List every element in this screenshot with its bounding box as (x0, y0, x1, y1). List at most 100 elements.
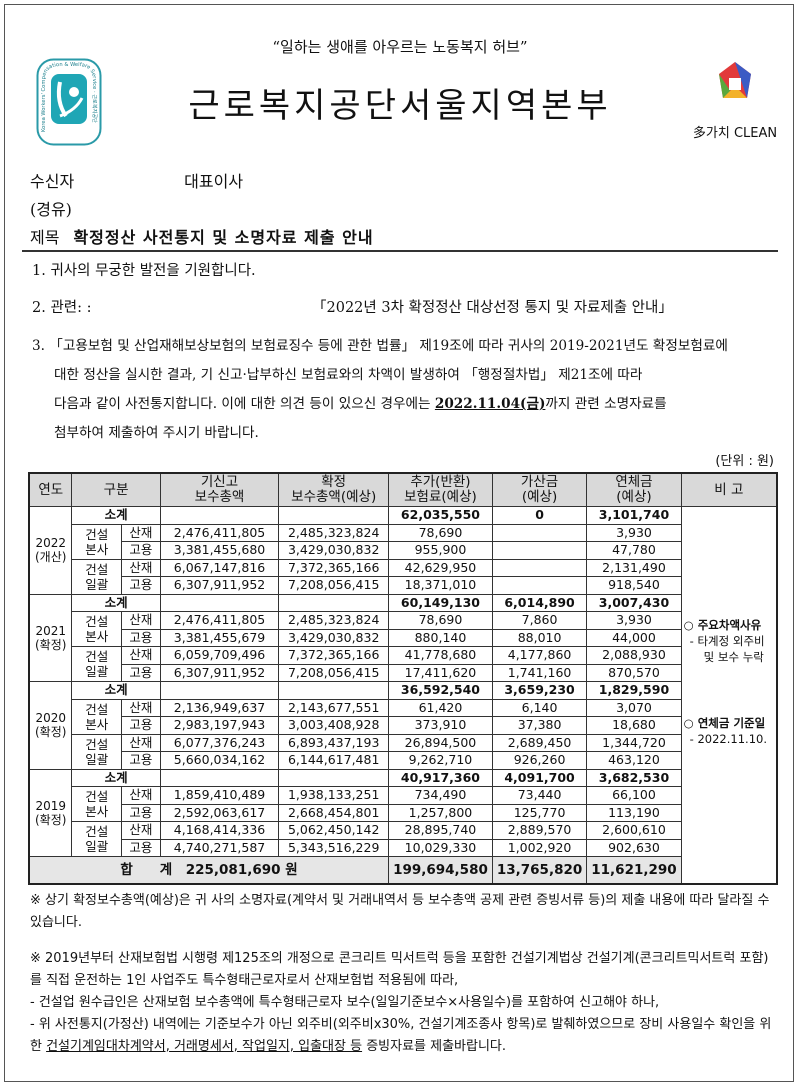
surcharge-cell: 7,860 (491, 611, 588, 630)
reported-cell: 2,592,063,617 (159, 803, 280, 822)
subtotal-row: 2022 (개산) 소계 62,035,550 0 3,101,740 ○ 주요차액사유 - … (28, 506, 778, 885)
table-row: 건설일괄 산재 6,067,147,816 7,372,365,166 42,629,9… (29, 558, 777, 595)
type-cell: 산재 (121, 646, 161, 665)
reported-cell: 3,381,455,679 (159, 628, 280, 647)
column-header: 비 고 (680, 472, 778, 507)
remark-line: - 타계정 외주비 (689, 634, 765, 648)
table-row: 고용 6,307,911,952 7,208,056,415 18,371,010 91… (29, 576, 777, 595)
type-cell: 고용 (121, 803, 161, 822)
total-late: 11,621,290 (586, 856, 682, 885)
slogan: “일하는 생애를 아우르는 노동복지 허브” (272, 38, 528, 56)
type-cell: 고용 (121, 716, 161, 735)
subtotal-late: 3,682,530 (586, 768, 682, 787)
remark-line: 및 보수 누락 (703, 650, 764, 664)
late-cell: 113,190 (586, 803, 682, 822)
subtotal-label: 소계 (71, 506, 161, 525)
late-cell: 3,930 (586, 611, 682, 630)
surcharge-cell: 88,010 (491, 628, 588, 647)
column-header: 확정 보수총액(예상) (278, 472, 390, 507)
additional-cell: 10,029,330 (388, 838, 493, 857)
note-2: ※ 2019년부터 산재보험법 시행령 제125조의 개정으로 콘크리트 믹서트… (30, 951, 772, 1054)
surcharge-cell: 2,889,570 (491, 821, 588, 840)
via: (경유) (30, 200, 72, 219)
surcharge-cell (491, 576, 588, 595)
clean-logo-text: 多가치 CLEAN (692, 126, 778, 141)
subtotal-surcharge: 4,091,700 (491, 768, 588, 787)
subtotal-additional: 60,149,130 (388, 593, 493, 612)
reported-cell: 3,381,455,680 (159, 541, 280, 560)
type-cell: 산재 (121, 523, 161, 542)
table-row: 건설본사 산재 2,476,411,805 2,485,323,824 78,690 7,… (29, 611, 777, 647)
year-cell: 2022 (개산) (28, 506, 73, 595)
table-row: 건설일괄 산재 4,168,414,336 5,062,450,142 28,895,7… (29, 821, 777, 857)
type-cell: 고용 (121, 628, 161, 647)
table-row: 건설본사 산재 2,136,949,637 2,143,677,551 61,420 6,… (29, 698, 777, 735)
confirmed-cell: 2,668,454,801 (278, 803, 390, 822)
empty-cell (159, 506, 280, 525)
additional-cell: 41,778,680 (388, 646, 493, 665)
remarks-cell: ○ 주요차액사유 - 타계정 외주비 및 보수 누락 ○ 연체금 기준일 - 2022.… (680, 506, 778, 885)
late-cell: 3,070 (586, 698, 682, 717)
clean-logo: 多가치 CLEAN (690, 60, 780, 141)
additional-cell: 78,690 (388, 611, 493, 630)
notes: ※ 상기 확정보수총액(예상)은 귀 사의 소명자료(계약서 및 거래내역서 등… (30, 890, 775, 1068)
unit-label: (단위 : 원) (715, 454, 774, 469)
additional-cell: 9,262,710 (388, 751, 493, 770)
table-row: 건설일괄 산재 6,077,376,243 6,893,437,193 26,894,5… (29, 733, 777, 770)
empty-cell (159, 681, 280, 700)
additional-cell: 78,690 (388, 523, 493, 542)
late-cell: 2,088,930 (586, 646, 682, 665)
subtotal-additional: 36,592,540 (388, 681, 493, 700)
additional-cell: 880,140 (388, 628, 493, 647)
empty-cell (278, 681, 390, 700)
confirmed-cell: 7,208,056,415 (278, 576, 390, 595)
type-cell: 산재 (121, 733, 161, 752)
type-cell: 산재 (121, 558, 161, 577)
table-row: 고용 2,983,197,943 3,003,408,928 373,910 37,38… (29, 716, 777, 735)
additional-cell: 61,420 (388, 698, 493, 717)
reported-cell: 2,983,197,943 (159, 716, 280, 735)
surcharge-cell: 73,440 (491, 786, 588, 805)
table-row: 고용 6,307,911,952 7,208,056,415 17,411,620 1,… (29, 663, 777, 682)
additional-cell: 373,910 (388, 716, 493, 735)
subtotal-label: 소계 (71, 593, 161, 612)
empty-cell (159, 768, 280, 787)
reported-cell: 6,077,376,243 (159, 733, 280, 752)
year-cell: 2020 (확정) (28, 681, 73, 770)
year-label: 2020 (35, 711, 66, 726)
surcharge-cell: 1,002,920 (491, 838, 588, 857)
late-cell: 66,100 (586, 786, 682, 805)
additional-cell: 1,257,800 (388, 803, 493, 822)
year-status: (확정) (35, 637, 67, 652)
subtotal-row: 2020 (확정) 소계 36,592,540 3,659,230 1,829,590 (28, 681, 777, 770)
additional-cell: 18,371,010 (388, 576, 493, 595)
late-cell: 18,680 (586, 716, 682, 735)
subject: 제목 확정정산 사전통지 및 소명자료 제출 안내 (30, 228, 374, 247)
surcharge-cell: 926,260 (491, 751, 588, 770)
type-cell: 산재 (121, 786, 161, 805)
type-cell: 고용 (121, 541, 161, 560)
confirmed-cell: 1,938,133,251 (278, 786, 390, 805)
group-cell: 건설일괄 (71, 821, 123, 857)
late-cell: 3,930 (586, 523, 682, 542)
remark-title: ○ 주요차액사유 (683, 618, 762, 632)
year-label: 2019 (35, 798, 66, 813)
reported-cell: 4,740,271,587 (159, 838, 280, 857)
page-frame (4, 4, 794, 1082)
table-row: 건설본사 산재 1,859,410,489 1,938,133,251 734,490 7… (29, 786, 777, 822)
confirmed-cell: 7,372,365,166 (278, 558, 390, 577)
surcharge-cell: 6,140 (491, 698, 588, 717)
late-cell: 463,120 (586, 751, 682, 770)
subtotal-row: 2021 (확정) 소계 60,149,130 6,014,890 3,007,430 (28, 593, 777, 682)
group-cell: 건설일괄 (71, 558, 123, 595)
recipient: 수신자 대표이사 (30, 172, 244, 191)
surcharge-cell: 2,689,450 (491, 733, 588, 752)
reported-cell: 1,859,410,489 (159, 786, 280, 805)
late-cell: 902,630 (586, 838, 682, 857)
group-cell: 건설일괄 (71, 733, 123, 770)
type-cell: 고용 (121, 576, 161, 595)
table-row: 고용 3,381,455,680 3,429,030,832 955,900 47,78… (29, 541, 777, 560)
reported-cell: 6,059,709,496 (159, 646, 280, 665)
paragraph-2: 2. 관련: : 「2022년 3차 확정정산 대상선정 통지 및 자료제출 안내… (32, 300, 673, 316)
empty-cell (278, 768, 390, 787)
